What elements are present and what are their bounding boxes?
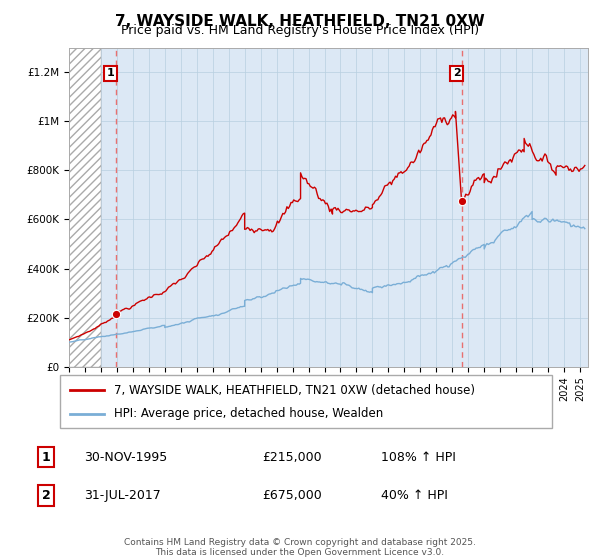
Text: 40% ↑ HPI: 40% ↑ HPI bbox=[381, 489, 448, 502]
Text: Contains HM Land Registry data © Crown copyright and database right 2025.
This d: Contains HM Land Registry data © Crown c… bbox=[124, 538, 476, 557]
Text: Price paid vs. HM Land Registry's House Price Index (HPI): Price paid vs. HM Land Registry's House … bbox=[121, 24, 479, 37]
Text: 1: 1 bbox=[107, 68, 115, 78]
FancyBboxPatch shape bbox=[60, 375, 552, 428]
Text: 2: 2 bbox=[42, 489, 50, 502]
Text: 108% ↑ HPI: 108% ↑ HPI bbox=[381, 451, 456, 464]
Text: £675,000: £675,000 bbox=[262, 489, 322, 502]
Text: HPI: Average price, detached house, Wealden: HPI: Average price, detached house, Weal… bbox=[114, 407, 383, 420]
Text: 31-JUL-2017: 31-JUL-2017 bbox=[84, 489, 161, 502]
Text: 1: 1 bbox=[42, 451, 50, 464]
Text: 7, WAYSIDE WALK, HEATHFIELD, TN21 0XW: 7, WAYSIDE WALK, HEATHFIELD, TN21 0XW bbox=[115, 14, 485, 29]
Text: £215,000: £215,000 bbox=[262, 451, 322, 464]
Text: 7, WAYSIDE WALK, HEATHFIELD, TN21 0XW (detached house): 7, WAYSIDE WALK, HEATHFIELD, TN21 0XW (d… bbox=[114, 384, 475, 396]
Text: 30-NOV-1995: 30-NOV-1995 bbox=[84, 451, 167, 464]
Bar bbox=[69, 48, 101, 367]
Text: 2: 2 bbox=[453, 68, 461, 78]
